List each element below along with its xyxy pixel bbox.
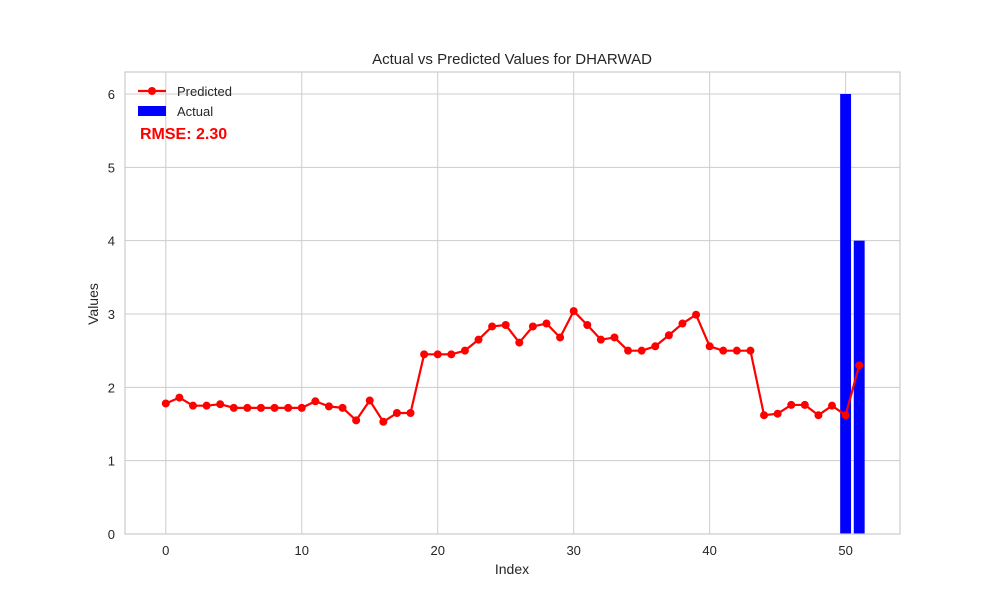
predicted-point <box>216 400 225 409</box>
predicted-point <box>841 411 850 420</box>
predicted-point <box>596 335 605 344</box>
actual-bar <box>853 240 865 534</box>
x-axis-label: Index <box>495 561 529 577</box>
x-tick-labels: 0 10 20 30 40 50 <box>162 543 853 558</box>
predicted-point <box>678 319 687 328</box>
predicted-point <box>311 397 320 406</box>
predicted-point <box>420 350 429 359</box>
predicted-point <box>175 393 184 402</box>
predicted-point <box>243 403 252 412</box>
predicted-point <box>501 321 510 329</box>
predicted-point <box>338 403 347 412</box>
legend: Predicted Actual <box>138 84 232 119</box>
y-axis-label: Values <box>85 283 101 325</box>
y-tick-label: 3 <box>108 307 115 322</box>
predicted-point <box>692 310 701 319</box>
predicted-point <box>515 338 524 347</box>
predicted-point <box>161 399 170 408</box>
x-tick-label: 10 <box>295 543 309 558</box>
predicted-point <box>474 335 483 344</box>
x-tick-label: 20 <box>430 543 444 558</box>
predicted-point <box>732 346 741 355</box>
predicted-point <box>460 346 469 355</box>
predicted-point <box>188 401 197 410</box>
x-tick-label: 30 <box>566 543 580 558</box>
predicted-point <box>828 401 837 410</box>
predicted-point <box>773 409 782 418</box>
predicted-point <box>651 342 660 351</box>
predicted-point <box>637 346 646 355</box>
y-tick-label: 4 <box>108 234 115 249</box>
x-tick-label: 0 <box>162 543 169 558</box>
predicted-point <box>379 417 388 426</box>
predicted-point <box>270 403 279 412</box>
legend-marker-swatch <box>148 87 156 95</box>
predicted-point <box>433 350 442 359</box>
plot-area <box>125 72 900 534</box>
predicted-series <box>161 307 864 426</box>
actual-bar <box>840 94 852 534</box>
predicted-point <box>760 411 769 420</box>
predicted-point <box>542 319 551 328</box>
predicted-point <box>406 409 415 417</box>
x-tick-label: 40 <box>702 543 716 558</box>
y-tick-label: 2 <box>108 380 115 395</box>
chart-title: Actual vs Predicted Values for DHARWAD <box>372 51 652 68</box>
x-tick-label: 50 <box>838 543 852 558</box>
predicted-point <box>624 346 633 355</box>
actual-bars <box>840 94 865 534</box>
y-tick-label: 0 <box>108 527 115 542</box>
y-tick-labels: 0 1 2 3 4 5 6 <box>108 87 115 542</box>
predicted-point <box>365 396 374 405</box>
predicted-point <box>202 401 211 410</box>
rmse-annotation: RMSE: 2.30 <box>140 126 227 143</box>
y-tick-label: 6 <box>108 87 115 102</box>
predicted-point <box>229 403 238 412</box>
legend-label-actual: Actual <box>177 104 213 119</box>
predicted-point <box>800 400 809 409</box>
predicted-line <box>165 309 861 423</box>
predicted-point <box>528 322 537 331</box>
legend-bar-swatch <box>138 106 166 116</box>
predicted-point <box>583 321 592 329</box>
predicted-point <box>569 307 578 316</box>
predicted-point <box>352 416 361 425</box>
legend-label-predicted: Predicted <box>177 84 232 99</box>
predicted-point <box>814 411 823 420</box>
y-tick-label: 5 <box>108 160 115 175</box>
predicted-point <box>447 350 456 359</box>
y-tick-label: 1 <box>108 454 115 469</box>
predicted-point <box>664 331 673 340</box>
predicted-point <box>284 403 293 412</box>
predicted-point <box>556 333 565 342</box>
predicted-point <box>705 342 714 351</box>
predicted-point <box>746 346 755 355</box>
predicted-point <box>324 402 333 411</box>
predicted-point <box>787 400 796 409</box>
predicted-point <box>610 333 619 342</box>
predicted-point <box>719 346 728 355</box>
plot-frame <box>124 71 901 535</box>
predicted-point <box>256 403 265 412</box>
predicted-point <box>488 322 497 331</box>
predicted-point <box>392 409 401 417</box>
predicted-point <box>297 403 306 412</box>
predicted-point <box>855 361 864 370</box>
